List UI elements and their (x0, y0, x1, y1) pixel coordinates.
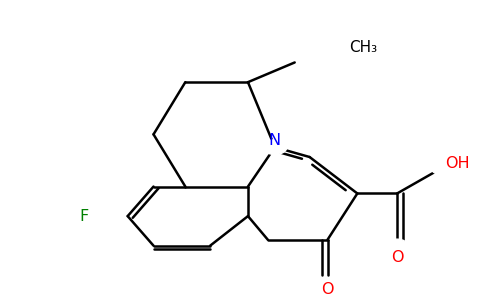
Text: O: O (321, 282, 334, 297)
Text: F: F (79, 208, 89, 224)
Circle shape (263, 140, 287, 154)
Circle shape (430, 159, 457, 175)
Circle shape (317, 279, 338, 292)
Circle shape (73, 210, 94, 223)
Text: CH₃: CH₃ (349, 40, 377, 55)
Text: OH: OH (445, 156, 469, 171)
Circle shape (387, 239, 408, 252)
Text: N: N (269, 133, 281, 148)
Text: O: O (391, 250, 403, 265)
